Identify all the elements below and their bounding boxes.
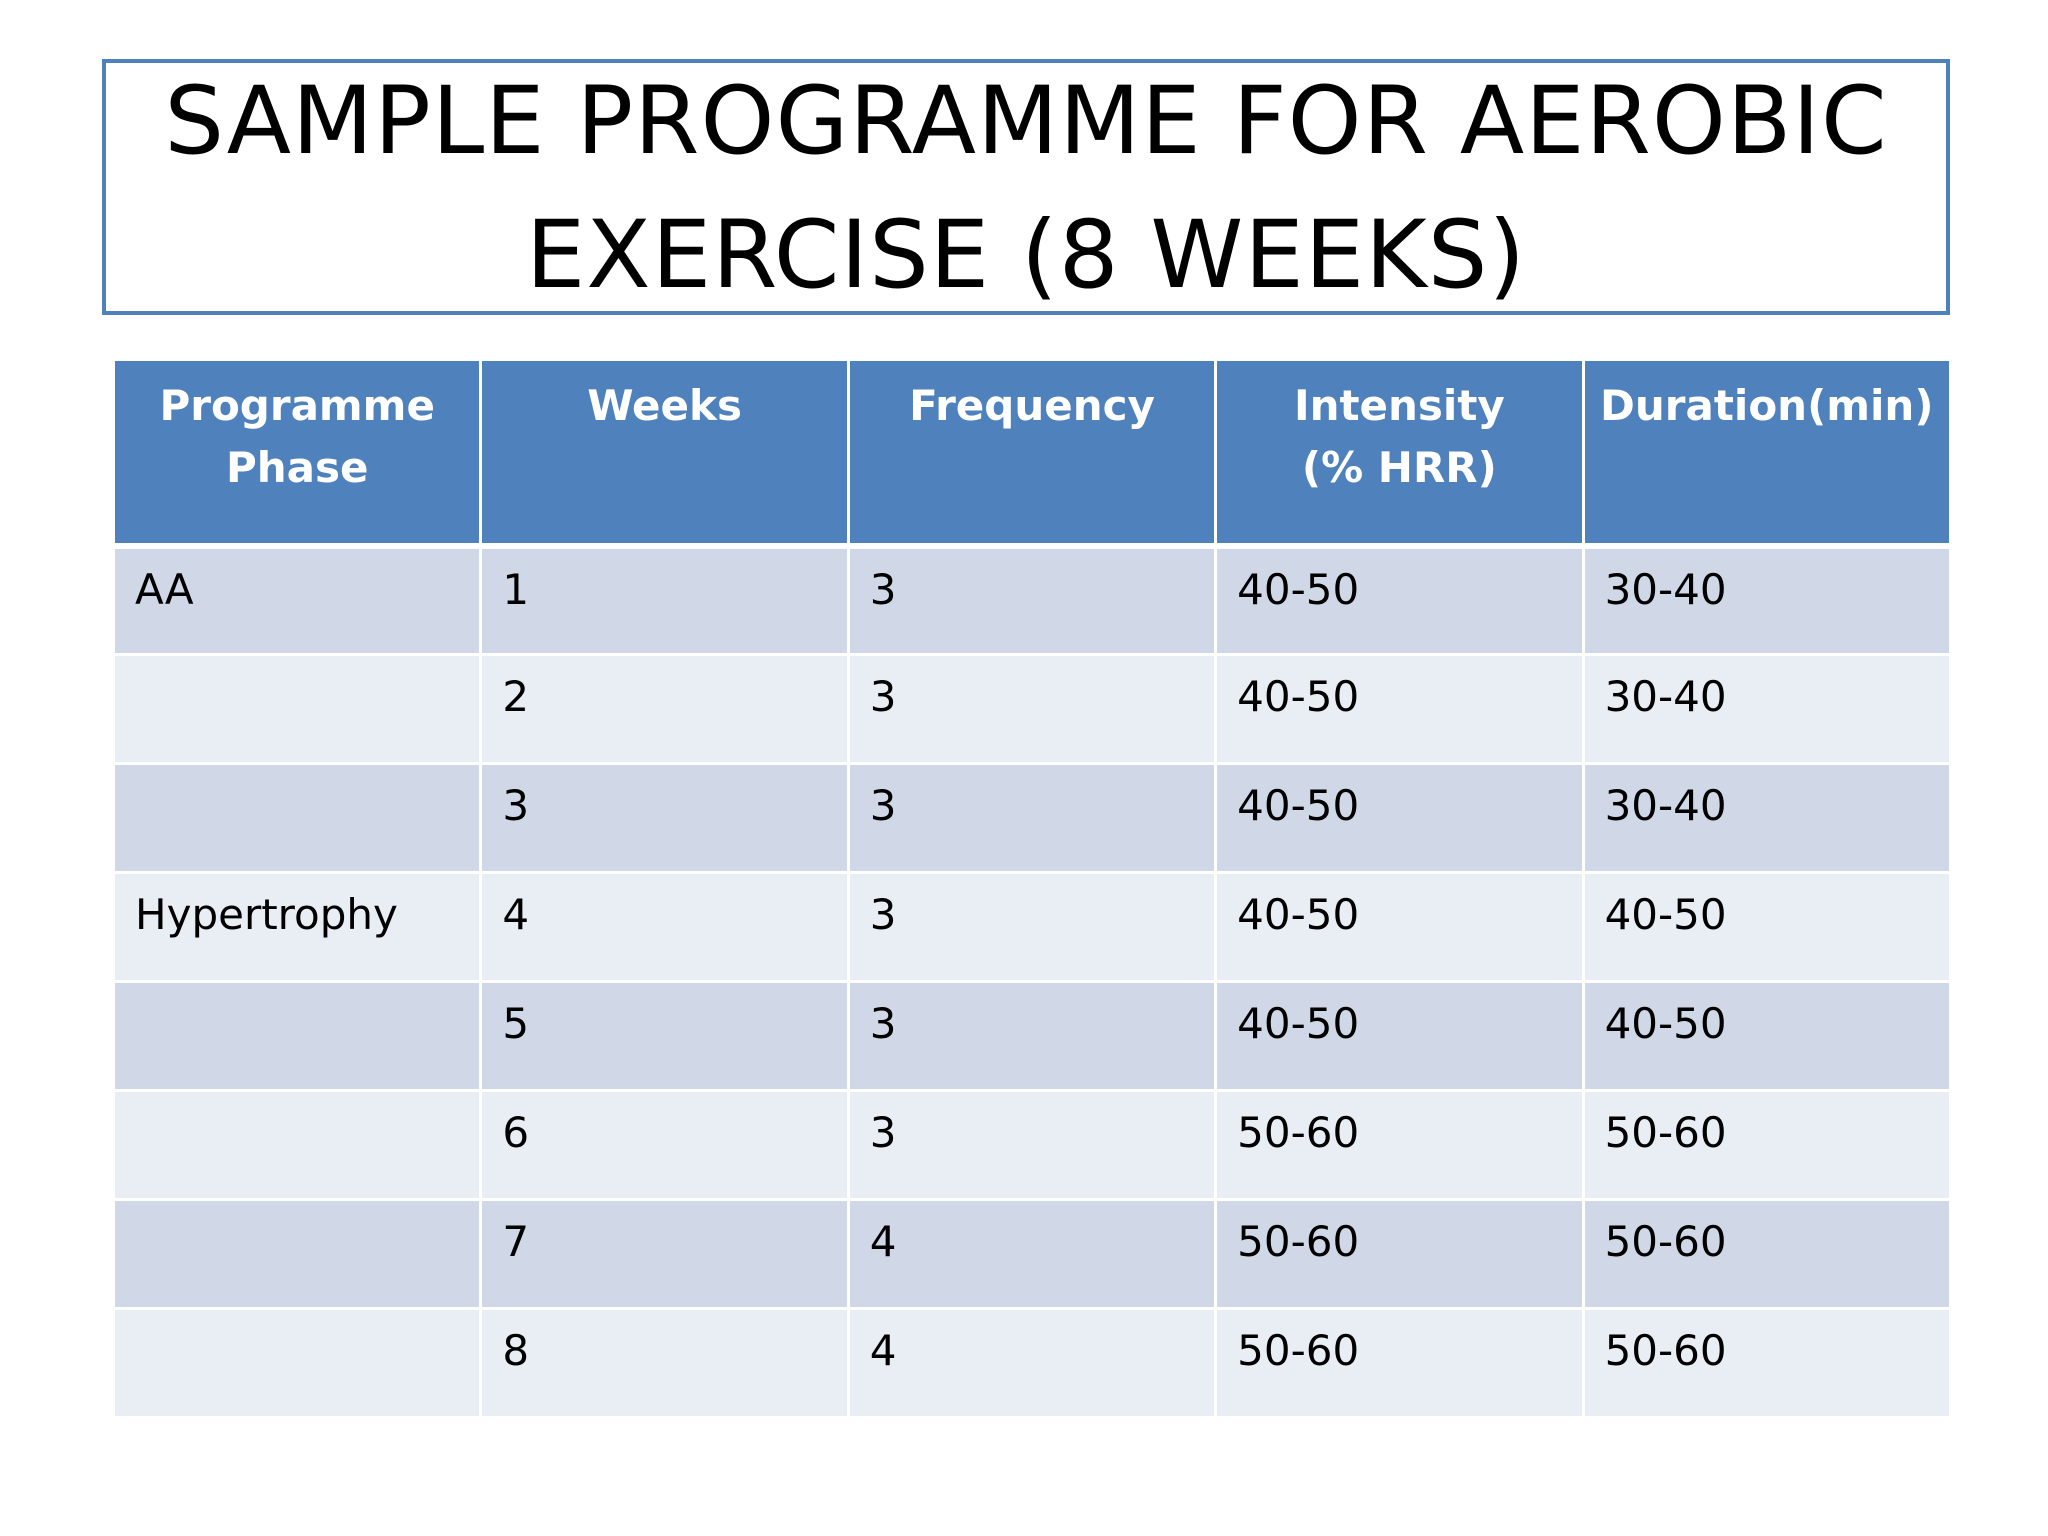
cell-intensity: 50-60 [1214, 1307, 1585, 1419]
cell-frequency: 3 [846, 653, 1218, 765]
cell-phase [111, 1307, 483, 1419]
cell-phase [111, 980, 483, 1092]
slide-title: SAMPLE PROGRAMME FOR AEROBIC EXERCISE (8… [164, 67, 1888, 310]
cell-weeks: 6 [479, 1089, 850, 1201]
table-row: AA 1 3 40-50 30-40 [111, 544, 1953, 656]
cell-frequency: 4 [846, 1198, 1218, 1310]
cell-weeks: 8 [479, 1307, 850, 1419]
cell-frequency: 3 [846, 762, 1218, 874]
table-row: 5 3 40-50 40-50 [111, 980, 1953, 1092]
cell-intensity: 40-50 [1214, 980, 1585, 1092]
cell-weeks: 2 [479, 653, 850, 765]
header-frequency: Frequency [846, 358, 1218, 549]
cell-frequency: 3 [846, 871, 1218, 983]
cell-intensity: 50-60 [1214, 1089, 1585, 1201]
cell-duration: 30-40 [1581, 653, 1953, 765]
cell-weeks: 1 [479, 544, 850, 656]
header-row: Programme Phase Weeks Frequency Intensit… [111, 358, 1953, 549]
header-duration: Duration(min) [1581, 358, 1953, 549]
table-row: 7 4 50-60 50-60 [111, 1198, 1953, 1310]
cell-duration: 50-60 [1581, 1198, 1953, 1310]
cell-phase [111, 653, 483, 765]
title-box: SAMPLE PROGRAMME FOR AEROBIC EXERCISE (8… [102, 59, 1950, 315]
cell-frequency: 3 [846, 980, 1218, 1092]
cell-weeks: 3 [479, 762, 850, 874]
cell-duration: 40-50 [1581, 980, 1953, 1092]
cell-duration: 50-60 [1581, 1307, 1953, 1419]
cell-phase [111, 1198, 483, 1310]
table-header: Programme Phase Weeks Frequency Intensit… [111, 358, 1953, 549]
header-intensity: Intensity (% HRR) [1214, 358, 1585, 549]
cell-intensity: 40-50 [1214, 544, 1585, 656]
cell-intensity: 40-50 [1214, 653, 1585, 765]
cell-phase: Hypertrophy [111, 871, 483, 983]
table-container: Programme Phase Weeks Frequency Intensit… [111, 358, 1953, 1419]
cell-weeks: 5 [479, 980, 850, 1092]
header-programme-phase: Programme Phase [111, 358, 483, 549]
cell-frequency: 3 [846, 1089, 1218, 1201]
cell-phase: AA [111, 544, 483, 656]
cell-frequency: 3 [846, 544, 1218, 656]
table-row: 2 3 40-50 30-40 [111, 653, 1953, 765]
cell-duration: 30-40 [1581, 544, 1953, 656]
table-row: 6 3 50-60 50-60 [111, 1089, 1953, 1201]
programme-table: Programme Phase Weeks Frequency Intensit… [111, 358, 1953, 1419]
cell-duration: 30-40 [1581, 762, 1953, 874]
header-weeks: Weeks [479, 358, 850, 549]
table-body: AA 1 3 40-50 30-40 2 3 40-50 30-40 3 3 [111, 544, 1953, 1419]
cell-weeks: 7 [479, 1198, 850, 1310]
cell-phase [111, 762, 483, 874]
cell-intensity: 40-50 [1214, 762, 1585, 874]
cell-phase [111, 1089, 483, 1201]
cell-duration: 50-60 [1581, 1089, 1953, 1201]
cell-frequency: 4 [846, 1307, 1218, 1419]
table-row: Hypertrophy 4 3 40-50 40-50 [111, 871, 1953, 983]
cell-duration: 40-50 [1581, 871, 1953, 983]
table-row: 8 4 50-60 50-60 [111, 1307, 1953, 1419]
cell-intensity: 50-60 [1214, 1198, 1585, 1310]
cell-intensity: 40-50 [1214, 871, 1585, 983]
table-row: 3 3 40-50 30-40 [111, 762, 1953, 874]
cell-weeks: 4 [479, 871, 850, 983]
